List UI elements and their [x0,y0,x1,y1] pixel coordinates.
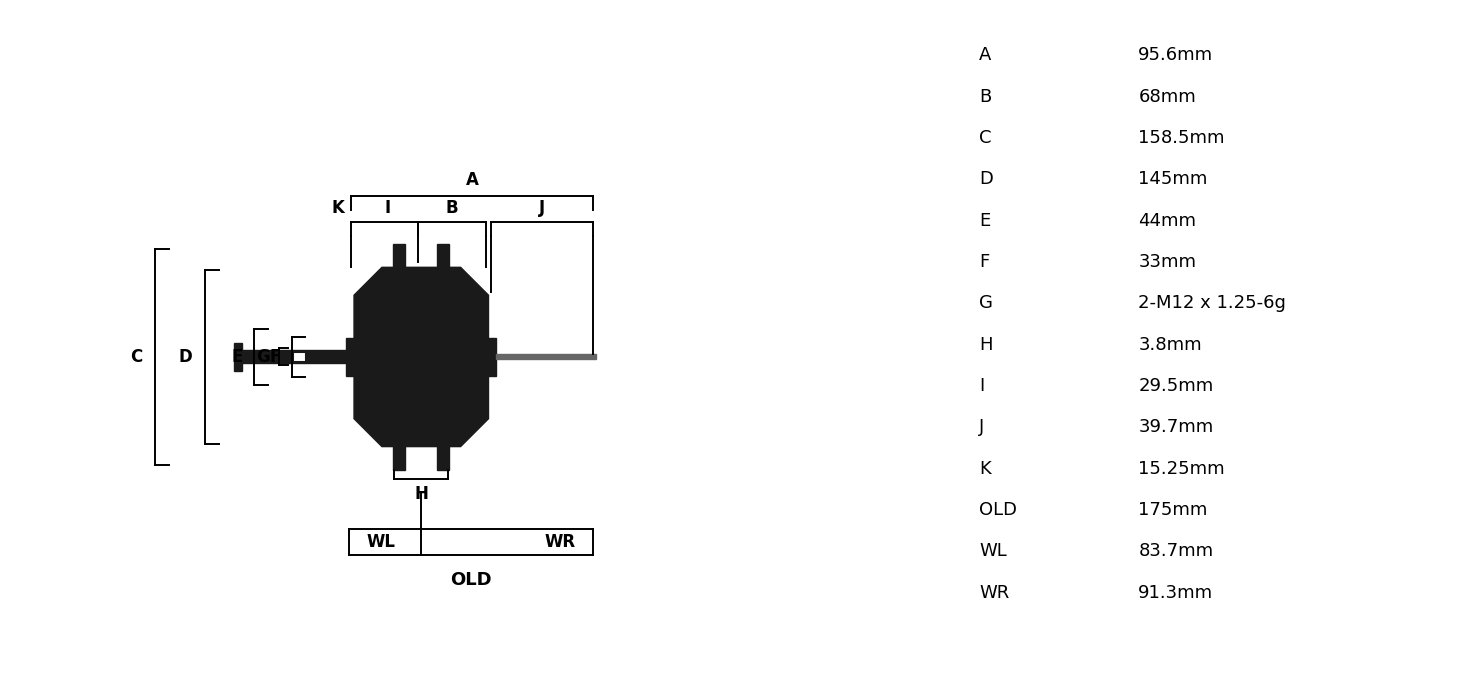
Text: B: B [979,87,991,105]
Bar [497,354,595,359]
Text: 158.5mm: 158.5mm [1138,129,1225,147]
Text: WR: WR [544,534,575,552]
Text: F: F [270,348,281,366]
Text: 68mm: 68mm [1138,87,1197,105]
Bar [394,444,406,469]
Bar [293,352,306,362]
Text: G: G [256,348,270,366]
Text: I: I [979,377,985,395]
Text: E: E [231,348,243,366]
Text: A: A [466,171,479,189]
Text: C: C [129,348,143,366]
Text: K: K [979,459,991,477]
Text: I: I [385,199,391,217]
Text: OLD: OLD [979,501,1017,519]
Text: D: D [979,170,992,188]
Text: WR: WR [979,583,1010,601]
Text: E: E [979,212,991,230]
Text: F: F [979,253,989,271]
Bar [243,350,345,363]
Text: WL: WL [979,542,1007,560]
Text: 15.25mm: 15.25mm [1138,459,1225,477]
Text: G: G [979,294,992,312]
Bar [437,444,450,469]
Text: 44mm: 44mm [1138,212,1197,230]
Text: 2-M12 x 1.25-6g: 2-M12 x 1.25-6g [1138,294,1286,312]
Polygon shape [354,267,488,446]
Text: WL: WL [368,534,395,552]
Bar [345,338,497,376]
Text: 33mm: 33mm [1138,253,1197,271]
Text: H: H [979,336,992,354]
Text: 91.3mm: 91.3mm [1138,583,1214,601]
Text: J: J [539,199,545,217]
Text: B: B [445,199,459,217]
Text: D: D [179,348,193,366]
Bar [437,244,450,271]
Text: A: A [979,46,991,64]
Text: 95.6mm: 95.6mm [1138,46,1214,64]
Text: 175mm: 175mm [1138,501,1208,519]
Text: 29.5mm: 29.5mm [1138,377,1214,395]
Bar [234,343,243,371]
Text: K: K [331,199,344,217]
Text: 39.7mm: 39.7mm [1138,418,1214,436]
Text: 3.8mm: 3.8mm [1138,336,1202,354]
Text: OLD: OLD [450,571,492,589]
Text: 145mm: 145mm [1138,170,1208,188]
Text: 83.7mm: 83.7mm [1138,542,1214,560]
Text: J: J [979,418,985,436]
Text: H: H [415,486,428,504]
Bar [394,244,406,271]
Text: C: C [979,129,992,147]
